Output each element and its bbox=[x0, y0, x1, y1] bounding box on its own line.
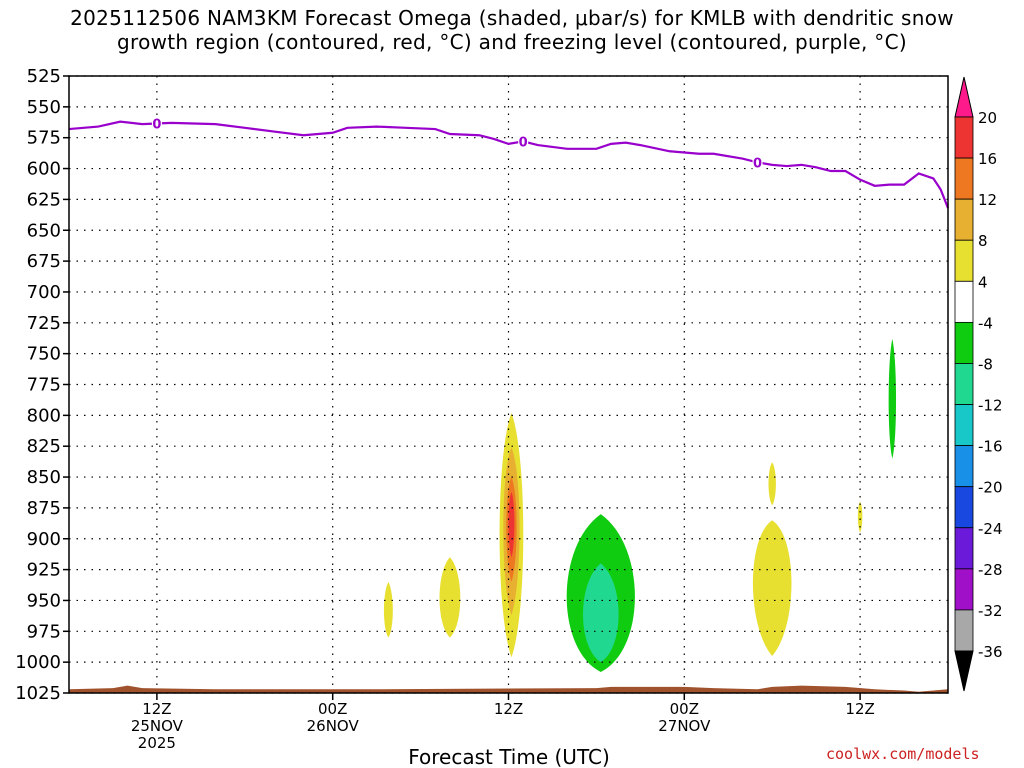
y-tick-label-9: 750 bbox=[27, 344, 61, 365]
grid-lines bbox=[69, 75, 948, 694]
colorbar-segment-4 bbox=[954, 280, 974, 323]
freezing-label-bg-0 bbox=[151, 116, 162, 131]
y-tick-label-1: 550 bbox=[27, 97, 61, 118]
x-tick-date-1: 26NOV bbox=[307, 717, 360, 735]
x-tick-year-0: 2025 bbox=[138, 734, 176, 752]
y-tick-label-20: 1025 bbox=[15, 683, 61, 704]
colorbar-label-1: 16 bbox=[978, 150, 997, 168]
y-tick-label-5: 650 bbox=[27, 220, 61, 241]
y-tick-label-3: 600 bbox=[27, 159, 61, 180]
omega-shading-layer bbox=[383, 338, 897, 673]
x-axis-label: Forecast Time (UTC) bbox=[408, 745, 610, 768]
freezing-level-label-0: 0 bbox=[152, 118, 161, 133]
colorbar-label-4: 4 bbox=[978, 273, 988, 291]
colorbar-segment-6 bbox=[954, 363, 974, 405]
terrain-fill bbox=[69, 685, 948, 693]
freezing-label-bg-1 bbox=[518, 134, 529, 149]
y-tick-label-18: 975 bbox=[27, 621, 61, 642]
terrain-layer bbox=[69, 685, 948, 693]
omega-region-6 bbox=[768, 462, 776, 506]
x-tick-label-0: 12Z bbox=[142, 700, 171, 718]
colorbar-label-10: -24 bbox=[978, 520, 1003, 538]
y-tick-label-8: 725 bbox=[27, 313, 61, 334]
x-tick-label-1: 00Z bbox=[318, 700, 347, 718]
omega-region-11 bbox=[888, 338, 897, 459]
omega-region-10 bbox=[582, 563, 619, 663]
omega-region-7 bbox=[752, 520, 792, 656]
y-tick-label-14: 875 bbox=[27, 498, 61, 519]
colorbar-label-7: -12 bbox=[978, 397, 1003, 415]
colorbar-segment-7 bbox=[954, 404, 974, 447]
omega-region-8 bbox=[857, 501, 863, 533]
colorbar-label-9: -20 bbox=[978, 479, 1003, 497]
x-tick-label-2: 12Z bbox=[494, 700, 523, 718]
colorbar-segment-12 bbox=[954, 609, 974, 652]
y-tick-label-4: 625 bbox=[27, 189, 61, 210]
y-tick-label-15: 900 bbox=[27, 529, 61, 550]
colorbar-segment-8 bbox=[954, 445, 974, 488]
colorbar-label-13: -36 bbox=[978, 643, 1003, 661]
colorbar-label-6: -8 bbox=[978, 355, 993, 373]
freezing-level-label-1: 0 bbox=[519, 135, 528, 150]
freezing-level-label-2: 0 bbox=[753, 156, 762, 171]
freezing-level-layer: 0 0 0 bbox=[68, 116, 950, 209]
colorbar-label-2: 12 bbox=[978, 191, 997, 209]
colorbar: 20 16 12 8 4 -4 -8 -12 -16 -20 -24 -28 -32 -36 bbox=[954, 76, 1003, 692]
y-tick-label-11: 800 bbox=[27, 405, 61, 426]
x-tick-label-3: 00Z bbox=[670, 700, 699, 718]
colorbar-segment-2 bbox=[954, 198, 974, 241]
omega-region-4 bbox=[383, 581, 393, 638]
colorbar-label-12: -32 bbox=[978, 602, 1003, 620]
y-tick-label-19: 1000 bbox=[15, 652, 61, 673]
y-tick-label-10: 775 bbox=[27, 375, 61, 396]
y-tick-label-7: 700 bbox=[27, 282, 61, 303]
colorbar-segment-11 bbox=[954, 568, 974, 611]
x-tick-date-3: 27NOV bbox=[658, 717, 711, 735]
colorbar-label-5: -4 bbox=[978, 314, 993, 332]
colorbar-segment-0 bbox=[954, 116, 974, 159]
x-tick-label-4: 12Z bbox=[845, 700, 874, 718]
colorbar-segment-5 bbox=[954, 321, 974, 364]
y-tick-label-12: 825 bbox=[27, 436, 61, 457]
colorbar-segment-3 bbox=[954, 239, 974, 282]
y-tick-label-13: 850 bbox=[27, 467, 61, 488]
x-tick-date-0: 25NOV bbox=[131, 717, 184, 735]
colorbar-segment-9 bbox=[954, 486, 974, 529]
y-tick-label-2: 575 bbox=[27, 128, 61, 149]
credit-text: coolwx.com/models bbox=[826, 745, 980, 763]
chart-title: 2025112506 NAM3KM Forecast Omega (shaded… bbox=[0, 6, 1024, 54]
colorbar-label-11: -28 bbox=[978, 561, 1003, 579]
omega-region-5 bbox=[439, 557, 461, 638]
colorbar-top-triangle bbox=[954, 76, 974, 118]
axes-layer: 525 550 575 600 625 650 675 700 725 750 775 800 825 8… bbox=[15, 66, 949, 752]
chart-title-line1: 2025112506 NAM3KM Forecast Omega (shaded… bbox=[70, 6, 954, 30]
y-tick-label-17: 950 bbox=[27, 590, 61, 611]
colorbar-segment-1 bbox=[954, 157, 974, 200]
y-tick-label-0: 525 bbox=[27, 66, 61, 87]
freezing-level-line bbox=[68, 120, 950, 209]
freezing-label-bg-2 bbox=[752, 155, 763, 170]
y-tick-label-6: 675 bbox=[27, 251, 61, 272]
colorbar-bottom-triangle bbox=[954, 650, 974, 692]
colorbar-segment-10 bbox=[954, 527, 974, 570]
y-tick-label-16: 925 bbox=[27, 560, 61, 581]
colorbar-label-3: 8 bbox=[978, 232, 988, 250]
chart-title-line2: growth region (contoured, red, °C) and f… bbox=[117, 30, 907, 54]
colorbar-label-8: -16 bbox=[978, 438, 1003, 456]
colorbar-label-0: 20 bbox=[978, 109, 997, 127]
